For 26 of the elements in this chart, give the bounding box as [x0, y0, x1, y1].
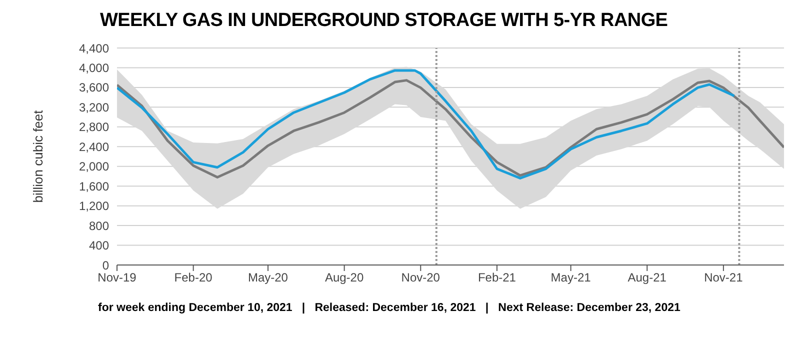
- text: for week ending December 10, 2021 | Released: December 16, 2021 | Next Release: December 23, 2021: [98, 302, 682, 314]
- y-tick-label: 2,800: [78, 120, 110, 134]
- line-series: [117, 79, 784, 178]
- x-tick-label: Nov-19: [98, 270, 137, 285]
- y-tick-label: 2,400: [78, 140, 110, 154]
- y-tick-label: 0: [102, 258, 110, 272]
- y-tick-label: 3,600: [78, 80, 110, 95]
- y-tick-label: 4,400: [78, 41, 110, 56]
- x-tick-label: Feb-20: [174, 270, 213, 285]
- y-axis-title: billion cubic feet: [30, 110, 46, 203]
- x-tick-label: Feb-21: [478, 270, 516, 285]
- x-tick-label: May-21: [550, 270, 592, 285]
- x-tick-label: Aug-20: [324, 270, 364, 285]
- y-tick-label: 1,600: [78, 179, 110, 194]
- x-tick-label: Nov-20: [401, 270, 440, 285]
- y-tick-label: 400: [88, 238, 110, 253]
- y-tick-label: 3,200: [78, 100, 110, 114]
- x-tick-label: May-20: [248, 270, 288, 285]
- y-tick-label: 4,000: [78, 60, 110, 75]
- x-tick-label: Nov-21: [704, 270, 744, 285]
- x-tick-label: Aug-21: [628, 270, 667, 285]
- y-tick-label: 1,200: [78, 199, 110, 214]
- chart-title: WEEKLY GAS IN UNDERGROUND STORAGE WITH 5-YR RANGE: [99, 9, 669, 33]
- y-tick-label: 800: [88, 218, 110, 233]
- line-series: [117, 69, 736, 180]
- y-tick-label: 2,000: [78, 160, 110, 174]
